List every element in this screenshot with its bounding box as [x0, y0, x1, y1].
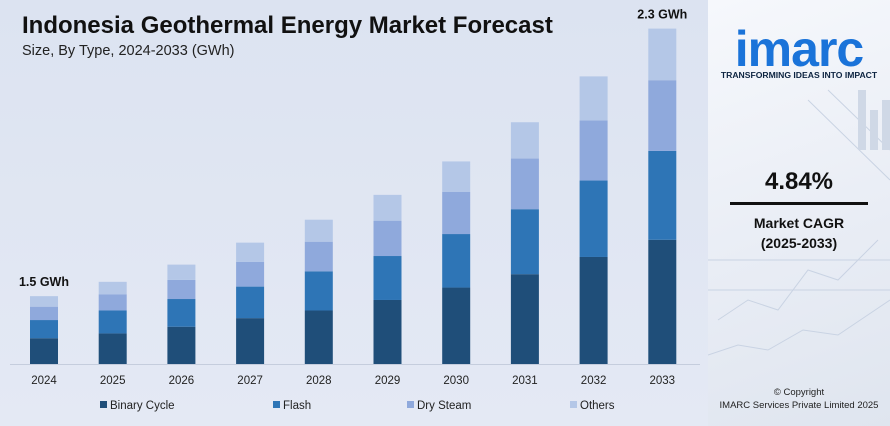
bar-segment: [648, 150, 677, 240]
sidebar: imarc TRANSFORMING IDEAS INTO IMPACT 4.8…: [708, 0, 890, 426]
bar-segment: [98, 281, 127, 295]
chart-panel: Indonesia Geothermal Energy Market Forec…: [0, 0, 708, 426]
bar-segment: [30, 338, 58, 364]
bar-segment: [510, 209, 539, 275]
legend-swatch: [273, 401, 280, 408]
copyright-line2: IMARC Services Private Limited 2025: [719, 400, 879, 411]
bar-segment: [304, 241, 333, 272]
imarc-logo: imarc: [734, 21, 864, 77]
bar-segment: [510, 274, 539, 364]
bar-segment: [236, 318, 265, 364]
x-tick-label: 2031: [512, 375, 538, 387]
bar-segment: [442, 161, 471, 192]
bar-segment: [510, 122, 539, 159]
cagr-label-line2: (2025-2033): [760, 235, 838, 251]
bar-segment: [30, 296, 58, 307]
x-tick-label: 2024: [31, 375, 57, 387]
cagr-label-line1: Market CAGR: [753, 215, 845, 231]
bar-segment: [167, 326, 196, 364]
legend-label: Flash: [283, 400, 311, 412]
bar-segment: [648, 28, 677, 81]
bar-segment: [442, 287, 471, 364]
cagr-divider: [730, 202, 868, 205]
chart-title: Indonesia Geothermal Energy Market Forec…: [22, 12, 553, 39]
bar-segment: [236, 286, 265, 319]
bar-segment: [98, 333, 127, 364]
bar-segment: [167, 299, 196, 327]
x-tick-label: 2026: [169, 375, 195, 387]
x-tick-label: 2027: [237, 375, 263, 387]
bar-segment: [510, 158, 539, 210]
chart-subtitle: Size, By Type, 2024-2033 (GWh): [22, 43, 235, 59]
bar-segment: [304, 219, 333, 242]
legend-swatch: [570, 401, 577, 408]
x-tick-label: 2028: [306, 375, 332, 387]
bar-segment: [236, 261, 265, 287]
bar-segment: [442, 192, 471, 235]
bar-segment: [579, 256, 608, 364]
legend-swatch: [407, 401, 414, 408]
bar-segment: [98, 310, 127, 334]
bar-segment: [579, 120, 608, 181]
bar-segment: [373, 256, 402, 300]
stacked-bar-chart: 2024 2025 2026 2027 2028 2029 2030 2031 2032 2033…: [10, 8, 700, 412]
bar-segment: [373, 220, 402, 257]
bar-segment: [304, 310, 333, 364]
x-tick-label: 2025: [100, 375, 126, 387]
x-tick-label: 2029: [375, 375, 401, 387]
cagr-value: 4.84%: [764, 168, 834, 195]
copyright: © Copyright IMARC Services Private Limit…: [708, 386, 890, 412]
cagr-label: Market CAGR (2025-2033): [708, 213, 890, 253]
bar-segment: [373, 299, 402, 364]
value-annotation: 1.5 GWh: [19, 275, 69, 289]
copyright-line1: © Copyright: [773, 387, 825, 398]
background-graph-decoration: [708, 89, 890, 356]
bar-segment: [579, 76, 608, 121]
bar-segment: [167, 279, 196, 300]
bar-segment: [579, 180, 608, 257]
bar-segment: [442, 234, 471, 288]
bar-segment: [98, 294, 127, 311]
value-annotation: 2.3 GWh: [637, 8, 687, 22]
x-tick-label: 2030: [443, 375, 469, 387]
bar-segment: [648, 239, 677, 364]
logo-tagline: TRANSFORMING IDEAS INTO IMPACT: [720, 70, 878, 80]
legend-label: Dry Steam: [417, 400, 471, 412]
bar-segment: [236, 242, 265, 262]
bar-segment: [648, 80, 677, 151]
bar-segment: [373, 194, 402, 221]
x-tick-label: 2032: [581, 375, 607, 387]
bar-segment: [30, 320, 58, 339]
legend-label: Binary Cycle: [110, 400, 175, 412]
bar-segment: [30, 306, 58, 321]
bar-segment: [304, 271, 333, 311]
x-tick-label: 2033: [650, 375, 676, 387]
legend-swatch: [100, 401, 107, 408]
bar-segment: [167, 264, 196, 280]
legend-label: Others: [580, 400, 615, 412]
